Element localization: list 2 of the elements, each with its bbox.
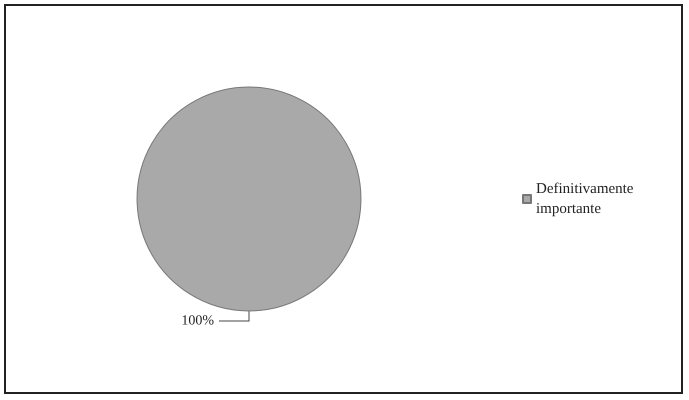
legend-label: Definitivamente importante bbox=[536, 181, 638, 217]
data-label: 100% bbox=[181, 313, 214, 328]
